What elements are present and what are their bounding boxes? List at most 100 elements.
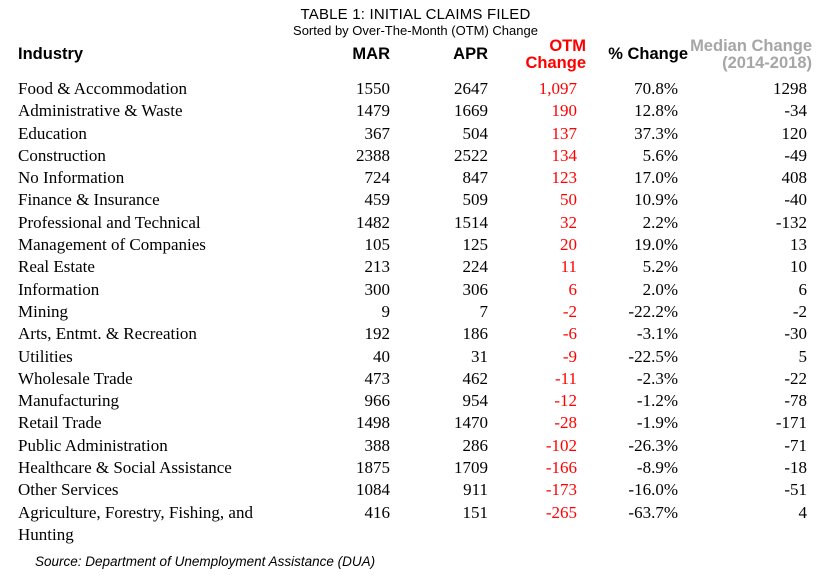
cell-apr: 847 [462,168,489,188]
table-row: Finance & Insurance 459 509 50 10.9% -40 [18,189,812,211]
cell-mar: 300 [364,279,391,299]
cell-otm-change: -6 [562,324,577,344]
cell-otm-change: 190 [551,101,578,121]
cell-pct-change: 5.2% [642,257,678,277]
cell-median-change: -171 [775,413,807,433]
cell-median-change: 120 [781,123,808,143]
cell-industry: Other Services [18,480,119,500]
cell-mar: 724 [364,168,391,188]
page-subtitle: Sorted by Over-The-Month (OTM) Change [293,23,538,38]
cell-mar: 2388 [356,145,390,165]
cell-apr: 2522 [454,145,488,165]
otm-header-line1: OTM [549,37,586,55]
cell-mar: 1084 [356,480,390,500]
cell-mar: 1482 [356,212,390,232]
table-row: No Information 724 847 123 17.0% 408 [18,167,812,189]
cell-apr: 2647 [454,79,488,98]
cell-pct-change: 12.8% [634,101,678,121]
cell-industry: Professional and Technical [18,212,201,232]
cell-median-change: -22 [784,368,807,388]
cell-industry: Healthcare & Social Assistance [18,458,232,478]
cell-apr: 504 [462,123,489,143]
cell-industry: Education [18,123,87,143]
table-row: Other Services 1084 911 -173 -16.0% -51 [18,479,812,501]
table-row: Information 300 306 6 2.0% 6 [18,279,812,301]
table-row: Management of Companies 105 125 20 19.0%… [18,234,812,256]
cell-median-change: 4 [798,502,808,522]
cell-apr: 186 [462,324,489,344]
cell-median-change: 10 [790,257,807,277]
column-header-industry: Industry [18,45,84,64]
cell-median-change: 408 [781,168,808,188]
cell-pct-change: -16.0% [628,480,678,500]
cell-otm-change: -173 [545,480,577,500]
cell-industry: Real Estate [18,257,95,277]
table-row: Construction 2388 2522 134 5.6% -49 [18,145,812,167]
cell-industry: Utilities [18,346,73,366]
cell-median-change: -18 [784,458,807,478]
cell-otm-change: -2 [562,301,577,321]
cell-otm-change: -11 [554,368,577,388]
cell-otm-change: -102 [545,435,577,455]
cell-otm-change: 11 [560,257,577,277]
cell-apr: 911 [463,480,488,500]
cell-otm-change: -9 [562,346,577,366]
table-row: Administrative & Waste 1479 1669 190 12.… [18,100,812,122]
cell-mar: 192 [364,324,391,344]
table-row: Food & Accommodation 1550 2647 1,097 70.… [18,78,812,100]
cell-industry: Public Administration [18,435,168,455]
cell-mar: 40 [373,346,390,366]
cell-pct-change: -1.9% [636,413,678,433]
cell-otm-change: 1,097 [538,79,577,98]
cell-apr: 462 [462,368,489,388]
cell-mar: 416 [364,502,391,522]
cell-pct-change: -2.3% [636,368,678,388]
cell-pct-change: -1.2% [636,391,678,411]
cell-otm-change: -166 [545,458,577,478]
cell-pct-change: -3.1% [636,324,678,344]
cell-mar: 1550 [356,79,390,98]
cell-apr: 1669 [454,101,488,121]
cell-mar: 388 [364,435,391,455]
cell-apr: 306 [462,279,489,299]
cell-median-change: 5 [798,346,808,366]
cell-pct-change: 10.9% [634,190,678,210]
cell-mar: 105 [364,235,391,255]
cell-median-change: -40 [784,190,807,210]
cell-otm-change: -12 [554,391,577,411]
median-header-line2: (2014-2018) [722,53,812,72]
cell-otm-change: 32 [560,212,577,232]
cell-mar: 1498 [356,413,390,433]
cell-median-change: 1298 [773,79,807,98]
cell-median-change: -78 [784,391,807,411]
cell-pct-change: 19.0% [634,235,678,255]
cell-otm-change: 6 [568,279,578,299]
cell-industry: Construction [18,145,106,165]
cell-industry: Agriculture, Forestry, Fishing, and Hunt… [18,502,253,544]
cell-pct-change: 37.3% [634,123,678,143]
otm-header-line2: Change [525,53,586,72]
cell-mar: 1875 [356,458,390,478]
cell-apr: 151 [462,502,489,522]
cell-apr: 125 [462,235,489,255]
cell-pct-change: 2.2% [642,212,678,232]
cell-median-change: -71 [784,435,807,455]
cell-median-change: 13 [790,235,807,255]
cell-otm-change: 123 [551,168,578,188]
cell-apr: 1470 [454,413,488,433]
initial-claims-table: Industry MAR APR OTM Change % Change Medi… [18,38,812,546]
cell-mar: 213 [364,257,391,277]
column-header-otm-change: OTM Change [488,38,586,78]
column-header-mar: MAR [352,45,390,64]
cell-industry: No Information [18,168,125,188]
table-row: Professional and Technical 1482 1514 32 … [18,212,812,234]
cell-industry: Management of Companies [18,235,206,255]
table-row: Manufacturing 966 954 -12 -1.2% -78 [18,390,812,412]
table-row: Healthcare & Social Assistance 1875 1709… [18,457,812,479]
cell-median-change: -34 [784,101,807,121]
cell-mar: 459 [364,190,391,210]
cell-pct-change: 17.0% [634,168,678,188]
cell-industry: Arts, Entmt. & Recreation [18,324,197,344]
cell-pct-change: -8.9% [636,458,678,478]
cell-mar: 966 [364,391,391,411]
